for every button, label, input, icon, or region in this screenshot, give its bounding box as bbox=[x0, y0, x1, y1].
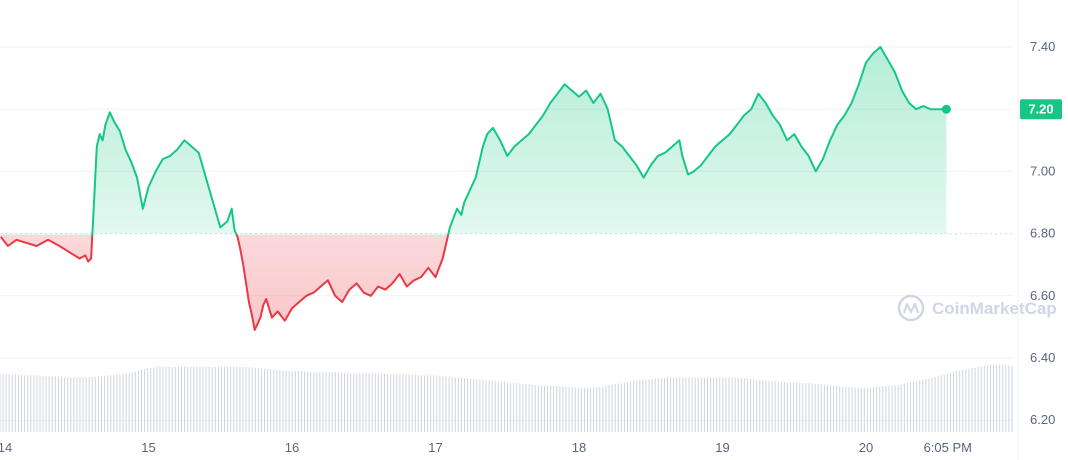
y-axis-labels: 6.20 6.40 6.60 6.80 7.00 7.20 7.40 bbox=[1030, 39, 1055, 427]
last-price-label: 7.20 bbox=[1028, 102, 1053, 117]
watermark-text: CoinMarketCap bbox=[932, 299, 1057, 318]
y-tick-label: 6.60 bbox=[1030, 288, 1055, 303]
last-price-dot bbox=[941, 104, 951, 114]
x-tick-label: 14 bbox=[0, 440, 12, 455]
y-tick-label: 6.20 bbox=[1030, 412, 1055, 427]
last-price-marker: 7.20 bbox=[941, 99, 1062, 120]
coinmarketcap-logo-icon bbox=[897, 294, 925, 322]
area-below-baseline bbox=[0, 235, 449, 330]
price-area bbox=[0, 47, 947, 330]
y-tick-label: 7.00 bbox=[1030, 163, 1055, 178]
y-tick-label: 6.80 bbox=[1030, 226, 1055, 241]
x-tick-label: 19 bbox=[715, 440, 729, 455]
volume-bars bbox=[0, 364, 1013, 432]
x-tick-label: 17 bbox=[428, 440, 442, 455]
y-tick-label: 7.40 bbox=[1030, 39, 1055, 54]
x-tick-label: 18 bbox=[572, 440, 586, 455]
x-tick-label: 6:05 PM bbox=[924, 440, 972, 455]
y-tick-label: 6.40 bbox=[1030, 350, 1055, 365]
price-line-up bbox=[91, 46, 947, 235]
last-price-badge bbox=[1020, 99, 1062, 120]
x-axis-labels: 14 15 16 17 18 19 20 6:05 PM bbox=[0, 440, 972, 455]
coinmarketcap-watermark: CoinMarketCap bbox=[897, 294, 1057, 322]
price-line bbox=[0, 46, 947, 331]
x-tick-label: 16 bbox=[285, 440, 299, 455]
area-above-baseline bbox=[0, 47, 947, 235]
x-tick-label: 15 bbox=[141, 440, 155, 455]
x-tick-label: 20 bbox=[859, 440, 873, 455]
